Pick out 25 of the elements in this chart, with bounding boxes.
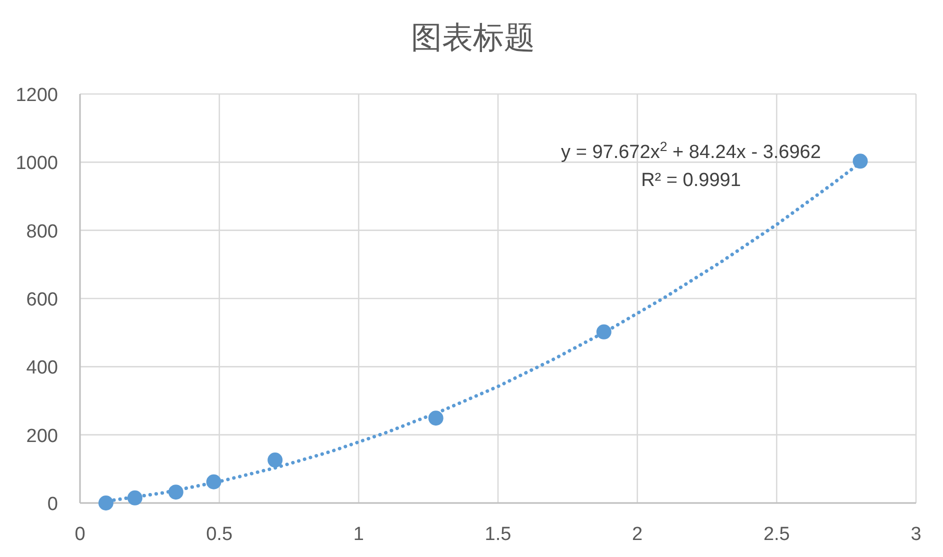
point — [206, 474, 222, 490]
x-tick-label: 2.5 — [763, 524, 790, 545]
x-tick-label: 0.5 — [206, 524, 233, 545]
x-tick-label: 1.5 — [484, 524, 512, 545]
annotation: R² = 0.9991 — [641, 170, 741, 191]
y-tick-label: 800 — [26, 221, 58, 242]
annotation: y = 97.672x$^{2}$ + 84.24x - 3.6962 — [561, 138, 821, 163]
point — [596, 324, 612, 340]
y-tick-label: 600 — [26, 290, 58, 310]
point — [168, 484, 184, 500]
y-tick-label: 1200 — [16, 85, 58, 106]
point — [98, 496, 114, 510]
y-tick-label: 1000 — [16, 153, 58, 174]
point — [852, 154, 868, 169]
y-tick-label: 0 — [47, 494, 58, 515]
x-tick-label: 3 — [910, 524, 922, 545]
y-tick-label: 200 — [26, 426, 58, 447]
point — [268, 452, 283, 468]
point — [127, 490, 142, 506]
point — [428, 410, 444, 426]
y-tick-label: 400 — [26, 358, 58, 379]
x-tick-label: 2 — [632, 524, 643, 545]
chart-title: 图表标题 — [411, 20, 535, 55]
x-tick-label: 0 — [74, 524, 86, 545]
x-tick-label: 1 — [353, 524, 364, 545]
